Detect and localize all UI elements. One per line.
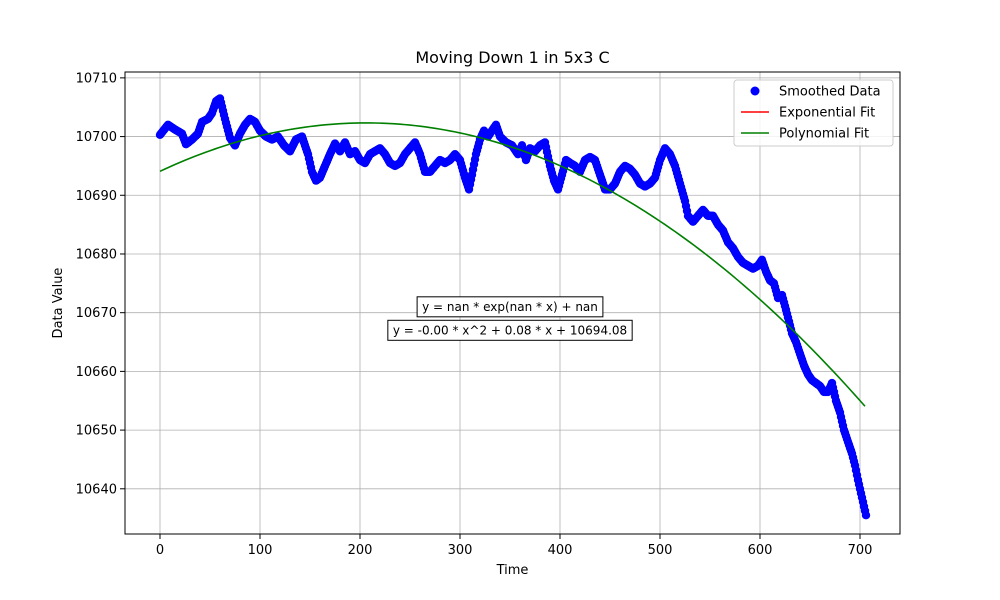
x-axis-title: Time <box>496 563 529 578</box>
legend-label: Exponential Fit <box>779 106 875 121</box>
x-tick-label: 600 <box>748 543 773 558</box>
x-tick-label: 400 <box>548 543 573 558</box>
equation-box <box>416 296 604 318</box>
plot-data <box>155 94 871 520</box>
y-tick-label: 10680 <box>76 247 117 262</box>
y-tick-label: 10690 <box>76 189 117 204</box>
y-tick-label: 10640 <box>76 482 117 497</box>
equation-box <box>387 319 633 341</box>
legend-box <box>733 79 894 147</box>
equation-annotation: y = nan * exp(nan * x) + nan <box>416 296 604 318</box>
legend: Smoothed Data Exponential Fit Polynomial F… <box>733 79 894 147</box>
x-tick-label: 100 <box>248 543 273 558</box>
y-tick-label: 10700 <box>76 130 117 145</box>
polynomial-fit-line <box>159 122 866 407</box>
legend-label: Smoothed Data <box>779 85 881 100</box>
equation-text: y = -0.00 * x^2 + 0.08 * x + 10694.08 <box>393 323 627 337</box>
chart-title: Moving Down 1 in 5x3 C <box>415 48 609 67</box>
data-point <box>861 511 871 520</box>
axis-ticks: 0 100 200 300 400 500 600 700 10640 10650 10660 106… <box>76 71 873 558</box>
y-tick-label: 10670 <box>76 306 117 321</box>
equation-annotation: y = -0.00 * x^2 + 0.08 * x + 10694.08 <box>387 319 633 341</box>
x-tick-label: 0 <box>156 543 164 558</box>
grid <box>125 72 900 534</box>
smoothed-data-points <box>155 94 871 520</box>
y-axis-title: Data Value <box>51 268 66 339</box>
x-tick-label: 500 <box>648 543 673 558</box>
x-tick-label: 700 <box>848 543 873 558</box>
x-tick-label: 300 <box>448 543 473 558</box>
plot-frame <box>124 71 901 535</box>
y-tick-label: 10650 <box>76 424 117 439</box>
legend-label: Polynomial Fit <box>779 127 869 142</box>
legend-marker <box>750 86 760 96</box>
equation-text: y = nan * exp(nan * x) + nan <box>422 300 598 314</box>
y-tick-label: 10660 <box>76 365 117 380</box>
y-tick-label: 10710 <box>76 71 117 86</box>
x-tick-label: 200 <box>348 543 373 558</box>
equation-annotations: y = nan * exp(nan * x) + nan y = -0.00 * … <box>387 296 633 341</box>
